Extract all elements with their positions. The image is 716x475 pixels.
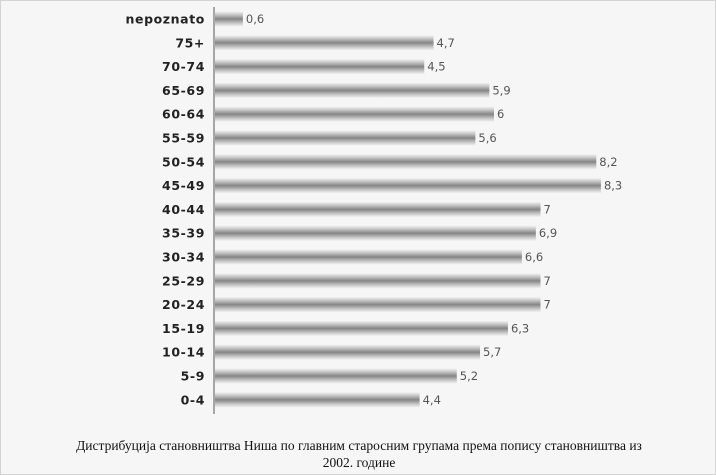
bar (215, 225, 536, 241)
category-label: 5-9 (181, 369, 205, 384)
value-label: 8,3 (604, 179, 622, 193)
category-label: nepoznato (126, 12, 206, 27)
category-label: 20-24 (162, 297, 205, 312)
value-label: 0,6 (246, 12, 264, 26)
category-label: 35-39 (162, 226, 205, 241)
bar (215, 35, 434, 51)
category-label: 15-19 (162, 321, 205, 336)
category-label: 55-59 (162, 131, 205, 146)
value-label: 4,5 (427, 60, 445, 74)
bar (215, 273, 541, 289)
category-label: 65-69 (162, 83, 205, 98)
category-label: 30-34 (162, 250, 205, 265)
category-label: 75+ (175, 35, 205, 50)
value-label: 6,3 (511, 321, 529, 335)
value-label: 7 (544, 202, 551, 216)
value-label: 4,7 (437, 36, 455, 50)
category-label: 50-54 (162, 154, 205, 169)
bar (215, 201, 541, 217)
value-label: 7 (544, 298, 551, 312)
category-label: 25-29 (162, 273, 205, 288)
value-label: 5,2 (460, 369, 478, 383)
value-label: 4,4 (423, 393, 441, 407)
bar (215, 106, 494, 122)
bar-chart: nepoznato 0,6 75+ 4,7 70-74 4,5 65-69 5,9 60-64 6… (126, 7, 622, 414)
bar (215, 82, 490, 98)
bar (215, 249, 522, 265)
category-label: 10-14 (162, 345, 205, 360)
value-label: 6,6 (525, 250, 543, 264)
bar (215, 320, 508, 336)
bar (215, 11, 243, 27)
caption-line-1: Дистрибуција становништва Ниша по главни… (76, 438, 642, 453)
bar (215, 297, 541, 313)
category-label: 45-49 (162, 178, 205, 193)
value-label: 6 (497, 107, 504, 121)
category-label: 70-74 (162, 59, 205, 74)
bar (215, 154, 597, 170)
bar (215, 178, 601, 194)
value-label: 7 (544, 274, 551, 288)
value-label: 5,7 (483, 345, 501, 359)
value-label: 5,6 (478, 131, 496, 145)
value-label: 5,9 (492, 83, 510, 97)
bar (215, 130, 476, 146)
caption-line-2: 2002. године (322, 455, 396, 470)
bar (215, 59, 425, 75)
figure-caption: Дистрибуција становништва Ниша по главни… (1, 437, 716, 471)
category-label: 0-4 (181, 392, 205, 407)
value-label: 8,2 (599, 155, 617, 169)
category-label: 40-44 (162, 202, 205, 217)
bar (215, 368, 457, 384)
bar (215, 392, 420, 408)
value-label: 6,9 (539, 226, 557, 240)
bar (215, 344, 481, 360)
category-label: 60-64 (162, 107, 205, 122)
